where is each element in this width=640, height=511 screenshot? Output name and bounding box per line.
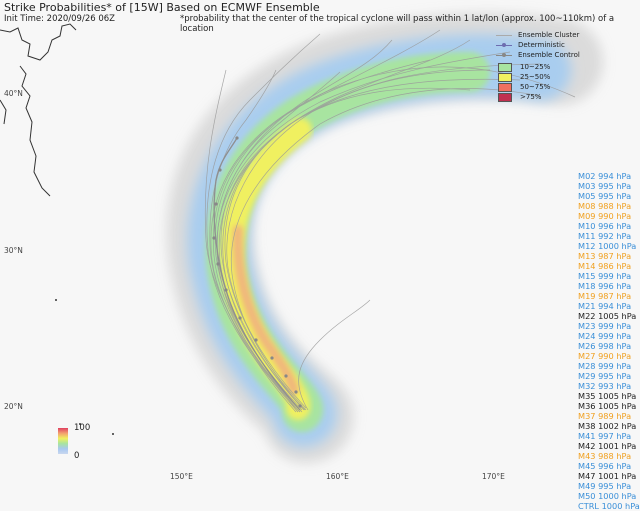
member-entry: M45 996 hPa: [578, 461, 632, 471]
map-legend: Ensemble Cluster Deterministic Ensemble …: [496, 30, 606, 102]
lat-label-30: 30°N: [4, 246, 23, 255]
member-entry: M43 988 hPa: [578, 451, 632, 461]
legend-bin-2-label: 25~50%: [520, 73, 551, 81]
lon-label-170: 170°E: [482, 472, 505, 481]
member-entry: M37 989 hPa: [578, 411, 632, 421]
legend-cluster-label: Ensemble Cluster: [518, 31, 580, 39]
member-entry: M11 992 hPa: [578, 231, 632, 241]
island-dot: [112, 433, 114, 435]
member-entry: M21 994 hPa: [578, 301, 632, 311]
control-track-points: [212, 136, 302, 408]
member-entry: M02 994 hPa: [578, 171, 632, 181]
member-entry: M19 987 hPa: [578, 291, 632, 301]
legend-deterministic-label: Deterministic: [518, 41, 565, 49]
legend-bin-4-label: >75%: [520, 93, 542, 101]
island-dot: [55, 299, 57, 301]
member-entry: M27 990 hPa: [578, 351, 632, 361]
legend-bin-3-label: 50~75%: [520, 83, 551, 91]
probability-footnote: *probability that the center of the trop…: [180, 14, 615, 34]
member-entry: M13 987 hPa: [578, 251, 632, 261]
legend-bin-1-label: 10~25%: [520, 63, 551, 71]
member-entry: M50 1000 hPa: [578, 491, 637, 501]
member-entry: M47 1001 hPa: [578, 471, 637, 481]
member-entry: M42 1001 hPa: [578, 441, 637, 451]
lon-label-150: 150°E: [170, 472, 193, 481]
lat-label-20: 20°N: [4, 402, 23, 411]
member-entry: M35 1005 hPa: [578, 391, 637, 401]
coastline-japan: [0, 23, 77, 197]
chart-title: Strike Probabilities* of [15W] Based on …: [4, 1, 320, 14]
legend-control-label: Ensemble Control: [518, 51, 580, 59]
map-canvas: [0, 13, 603, 463]
island-dot: [79, 423, 81, 425]
colorbar-max-label: 100: [74, 423, 91, 433]
member-entry: M22 1005 hPa: [578, 311, 637, 321]
member-pressure-list: M02 994 hPa M03 995 hPa M05 995 hPa M08 988…: [578, 171, 640, 511]
member-entry: M28 999 hPa: [578, 361, 632, 371]
member-entry: M12 1000 hPa: [578, 241, 637, 251]
colorbar-min-label: 0: [74, 451, 80, 461]
member-entry: M03 995 hPa: [578, 181, 632, 191]
member-entry: M41 997 hPa: [578, 431, 632, 441]
member-entry: M14 986 hPa: [578, 261, 632, 271]
legend-cluster: Ensemble Cluster: [496, 30, 606, 40]
member-entry: M29 995 hPa: [578, 371, 632, 381]
member-entry: M10 996 hPa: [578, 221, 632, 231]
legend-bin-2: 25~50%: [496, 72, 606, 82]
member-entry: M26 998 hPa: [578, 341, 632, 351]
member-entry: M49 995 hPa: [578, 481, 632, 491]
lon-label-160: 160°E: [326, 472, 349, 481]
member-entry: M15 999 hPa: [578, 271, 632, 281]
legend-bin-4: >75%: [496, 92, 606, 102]
legend-bin-3: 50~75%: [496, 82, 606, 92]
member-entry: M05 995 hPa: [578, 191, 632, 201]
init-time: Init Time: 2020/09/26 06Z: [4, 14, 115, 24]
member-entry: CTRL 1000 hPa: [578, 501, 640, 511]
member-entry: M32 993 hPa: [578, 381, 632, 391]
lat-label-40: 40°N: [4, 89, 23, 98]
member-entry: M23 999 hPa: [578, 321, 632, 331]
member-entry: M38 1002 hPa: [578, 421, 637, 431]
legend-bin-1: 10~25%: [496, 62, 606, 72]
control-track: [213, 137, 301, 411]
member-entry: M09 990 hPa: [578, 211, 632, 221]
legend-control: Ensemble Control: [496, 50, 606, 60]
probability-colorbar: [58, 428, 68, 454]
member-entry: M18 996 hPa: [578, 281, 632, 291]
member-entry: M08 988 hPa: [578, 201, 632, 211]
legend-deterministic: Deterministic: [496, 40, 606, 50]
member-entry: M36 1005 hPa: [578, 401, 637, 411]
member-entry: M24 999 hPa: [578, 331, 632, 341]
